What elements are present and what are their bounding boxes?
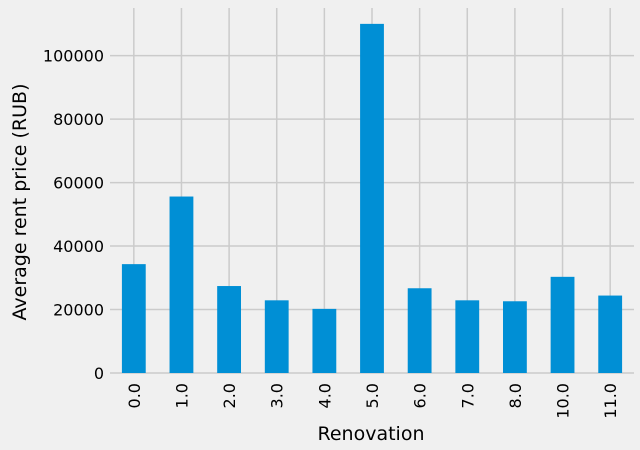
x-tick-label: 10.0 — [554, 383, 573, 419]
x-tick-label: 1.0 — [172, 383, 191, 408]
bar-8.0 — [503, 301, 527, 373]
y-axis-label: Average rent price (RUB) — [9, 84, 31, 321]
bar-6.0 — [407, 288, 432, 373]
x-tick-label: 6.0 — [411, 383, 430, 408]
y-tick-label: 0 — [94, 364, 104, 383]
x-tick-label: 8.0 — [506, 383, 525, 408]
x-tick-label: 2.0 — [220, 383, 239, 408]
bar-10.0 — [550, 276, 575, 373]
x-tick-label: 4.0 — [315, 383, 334, 408]
y-tick-labels: 0 20000 40000 60000 80000 100000 — [43, 47, 104, 383]
bar-1.0 — [169, 196, 194, 373]
bar-11.0 — [598, 295, 623, 373]
y-tick-label: 20000 — [53, 301, 104, 320]
bar-0.0 — [121, 264, 146, 373]
x-axis-label: Renovation — [318, 423, 425, 445]
x-tick-labels: 0.0 1.0 2.0 3.0 4.0 5.0 6.0 7.0 8.0 10.0 11.0 — [125, 383, 620, 419]
bar-2.0 — [217, 286, 241, 373]
y-tick-label: 80000 — [53, 110, 104, 129]
x-tick-label: 0.0 — [125, 383, 144, 408]
bar-7.0 — [455, 300, 480, 373]
x-tick-label: 5.0 — [363, 383, 382, 408]
bars — [121, 23, 623, 373]
x-tick-label: 7.0 — [458, 383, 477, 408]
x-tick-label: 11.0 — [601, 383, 620, 419]
bar-4.0 — [312, 308, 337, 373]
x-tick-label: 3.0 — [268, 383, 287, 408]
bar-5.0 — [360, 23, 384, 373]
y-tick-label: 100000 — [43, 47, 104, 66]
y-tick-label: 60000 — [53, 174, 104, 193]
y-tick-label: 40000 — [53, 237, 104, 256]
bar-3.0 — [264, 300, 289, 373]
